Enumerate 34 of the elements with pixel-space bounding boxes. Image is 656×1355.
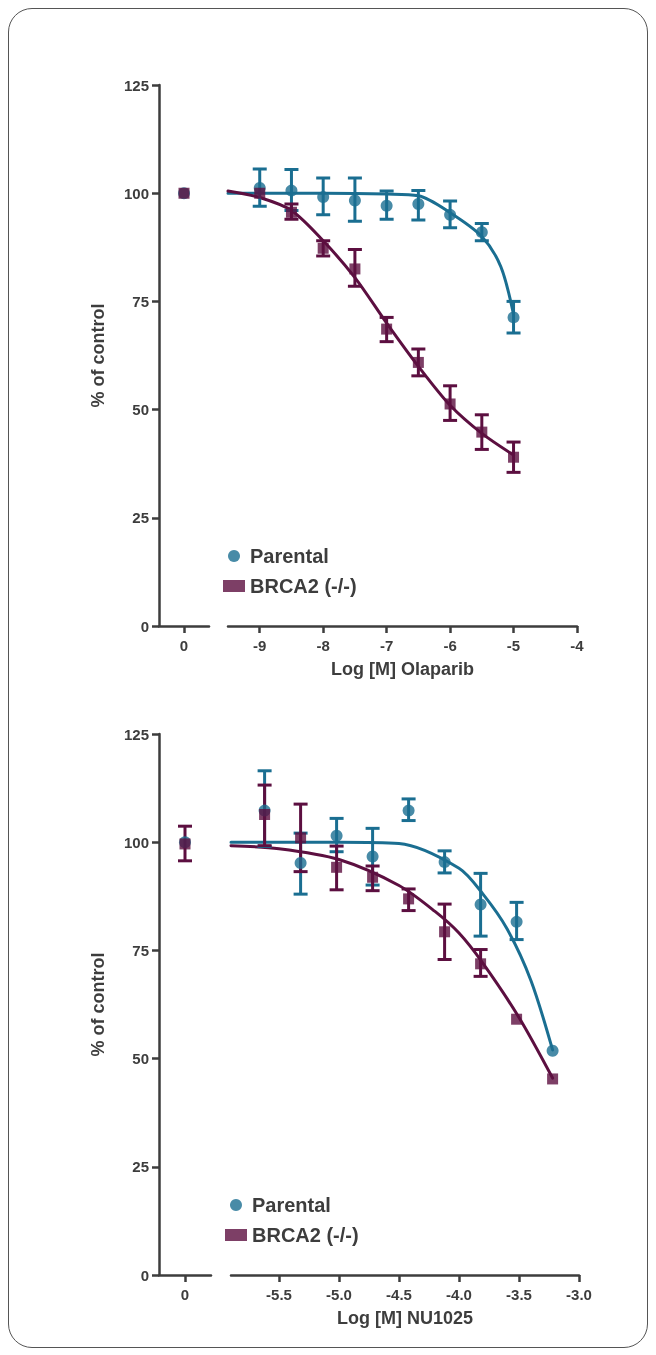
x-axis-title: Log [M] Olaparib xyxy=(331,659,474,679)
y-tick-label: 0 xyxy=(140,617,149,635)
x-tick-label: -8 xyxy=(316,637,330,654)
legend-label: Parental xyxy=(252,1194,331,1216)
x-tick-label: -9 xyxy=(253,637,267,654)
y-tick-label: 75 xyxy=(132,941,149,959)
legend-label: BRCA2 (-/-) xyxy=(250,575,357,597)
x-tick-label: -5.5 xyxy=(266,1286,292,1303)
y-tick-label: 100 xyxy=(123,184,149,202)
y-axis-title: % of control xyxy=(88,952,108,1057)
x-tick-label: -4.5 xyxy=(386,1286,412,1303)
x-tick-label: -5.0 xyxy=(326,1286,352,1303)
x-tick-label: 0 xyxy=(180,1286,190,1303)
x-tick-label: -3.5 xyxy=(506,1286,532,1303)
x-tick-label: 0 xyxy=(179,637,189,654)
x-tick-label: -5 xyxy=(506,637,521,654)
x-tick-label: -7 xyxy=(379,637,394,654)
legend-label: Parental xyxy=(250,545,329,567)
y-tick-label: 0 xyxy=(140,1266,149,1284)
y-tick-label: 50 xyxy=(132,401,149,419)
legend-label: BRCA2 (-/-) xyxy=(252,1224,359,1246)
x-tick-label: -3.0 xyxy=(566,1286,592,1303)
y-tick-label: 50 xyxy=(132,1050,149,1068)
y-tick-label: 125 xyxy=(123,76,149,94)
x-axis-title: Log [M] NU1025 xyxy=(336,1308,474,1328)
y-axis-title: % of control xyxy=(88,303,108,408)
y-tick-label: 100 xyxy=(123,833,149,851)
y-tick-label: 125 xyxy=(123,725,149,743)
x-tick-label: -4.0 xyxy=(446,1286,472,1303)
y-tick-label: 75 xyxy=(132,292,149,310)
y-tick-label: 25 xyxy=(132,1158,149,1176)
y-tick-label: 25 xyxy=(132,509,149,527)
x-tick-label: -6 xyxy=(443,637,457,654)
x-tick-label: -4 xyxy=(570,637,585,654)
